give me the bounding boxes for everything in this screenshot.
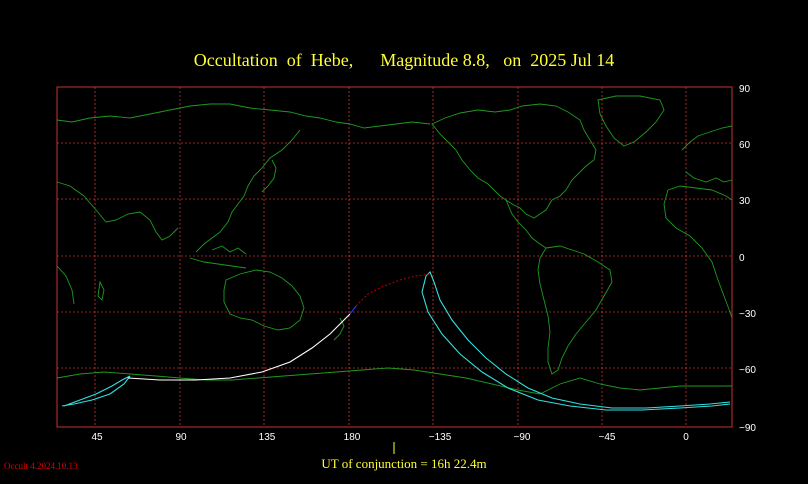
title-object: Occultation of Hebe, xyxy=(193,50,354,70)
latitude-grid xyxy=(57,142,732,369)
coast-greenland xyxy=(597,95,665,147)
longitude-tick-labels: 45 90 135 180 −135 −90 −45 0 xyxy=(91,432,689,443)
coastlines xyxy=(56,95,733,395)
coast-east-africa xyxy=(56,265,105,305)
coast-australia xyxy=(223,269,305,331)
lat-tick-label: −60 xyxy=(739,365,756,376)
coast-antarctica xyxy=(56,367,732,395)
lon-tick-label: 180 xyxy=(344,432,361,443)
software-version-label: Occult 4.2024.10.13 xyxy=(4,461,78,471)
coast-asia-north xyxy=(56,103,431,129)
coast-japan xyxy=(261,159,277,193)
path-limit-west-loop xyxy=(61,375,131,407)
lon-tick-label: 0 xyxy=(683,432,689,443)
lat-tick-label: −90 xyxy=(739,423,756,434)
lat-tick-label: 0 xyxy=(739,253,745,264)
map-title: Occultation of Hebe, Magnitude 8.8, on 2… xyxy=(0,50,808,71)
coast-indonesia xyxy=(189,245,247,269)
lat-tick-label: 30 xyxy=(739,196,751,207)
central-line-twilight xyxy=(349,305,357,315)
lat-tick-label: 90 xyxy=(739,84,751,95)
coast-africa xyxy=(663,185,733,319)
lon-tick-label: −45 xyxy=(599,432,616,443)
central-line-night xyxy=(355,273,431,307)
coast-asia-east xyxy=(195,129,301,253)
lon-tick-label: 45 xyxy=(91,432,103,443)
lat-tick-label: 60 xyxy=(739,140,751,151)
central-line-day xyxy=(127,313,351,381)
coast-south-asia xyxy=(56,181,179,241)
lon-tick-label: −90 xyxy=(514,432,531,443)
coast-north-america xyxy=(431,103,597,219)
conjunction-time-label: UT of conjunction = 16h 22.4m xyxy=(321,456,487,471)
title-date: on 2025 Jul 14 xyxy=(503,50,615,70)
latitude-tick-labels: 90 60 30 0 −30 −60 −90 xyxy=(739,84,756,434)
longitude-grid xyxy=(94,87,687,427)
lat-tick-label: −30 xyxy=(739,309,756,320)
lon-tick-label: 135 xyxy=(259,432,276,443)
title-magnitude: Magnitude 8.8, xyxy=(380,50,490,70)
lon-tick-label: −135 xyxy=(429,432,452,443)
path-limit-east-loop xyxy=(421,271,731,411)
lon-tick-label: 90 xyxy=(175,432,187,443)
coast-south-america xyxy=(537,245,613,375)
path-limits xyxy=(61,271,731,411)
coast-europe xyxy=(681,125,733,183)
map-frame xyxy=(56,86,733,428)
coast-central-america xyxy=(505,199,547,249)
